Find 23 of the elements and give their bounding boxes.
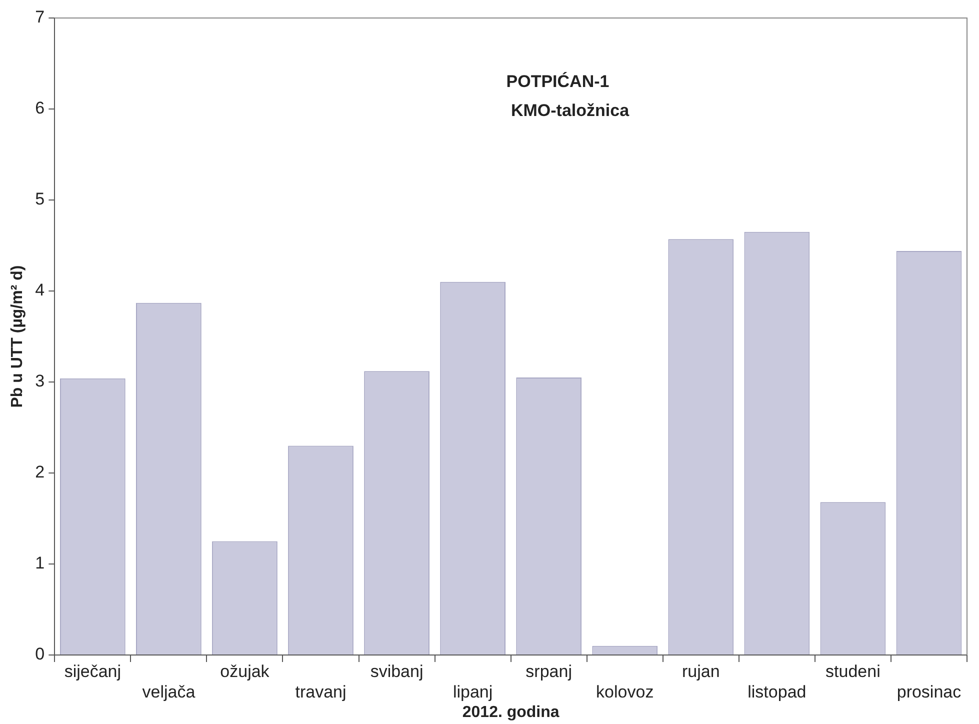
x-tick-label: kolovoz [596,682,654,702]
x-tick-label: rujan [682,662,720,681]
text: POTPIĆAN-1 KMO-taložnica [506,71,630,120]
x-tick-label: listopad [748,682,806,702]
y-tick-label: 6 [35,98,45,118]
y-tick-label: 7 [35,8,45,27]
x-tick-label: srpanj [526,662,572,681]
y-tick-label: 1 [35,554,45,573]
y-tick-label: 3 [35,372,45,391]
x-tick-label: studeni [826,662,880,681]
x-tick-label: veljača [142,682,196,702]
y-tick-label: 2 [35,462,45,482]
x-tick-label: svibanj [370,662,424,681]
x-axis-title: 2012. godina [462,704,560,721]
y-axis-title: Pb u UTT (µg/m² d) [9,265,26,408]
y-tick-label: 5 [35,190,45,209]
x-tick-label: siječanj [64,662,122,681]
x-tick-label: ožujak [220,662,270,681]
y-tick-label: 0 [35,644,45,664]
x-tick-label: travanj [295,682,346,702]
y-tick-label: 4 [35,280,45,300]
x-tick-label: prosinac [896,682,962,702]
x-tick-label: lipanj [452,682,493,702]
